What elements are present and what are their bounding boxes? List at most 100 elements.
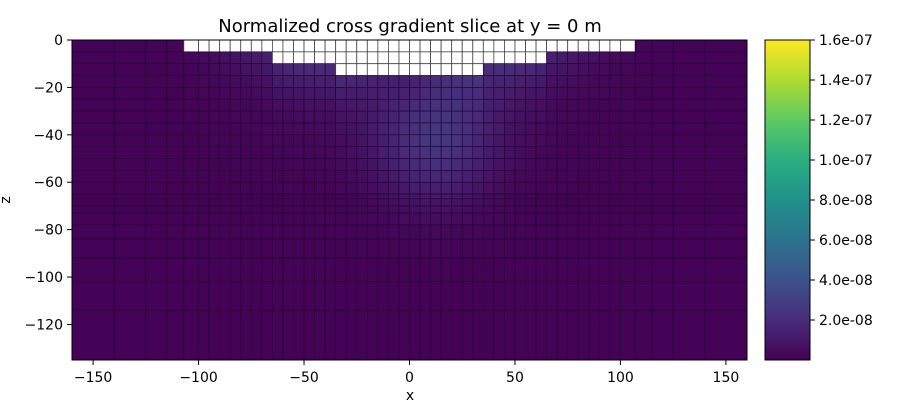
mesh-cell bbox=[113, 198, 147, 207]
mesh-cell bbox=[377, 212, 389, 226]
mesh-cell bbox=[219, 212, 231, 226]
mesh-cell bbox=[672, 198, 706, 207]
mesh-cell bbox=[609, 110, 621, 124]
mesh-cell bbox=[240, 309, 252, 360]
mesh-cell bbox=[672, 63, 706, 76]
mesh-cell bbox=[282, 193, 294, 200]
air-cell bbox=[366, 40, 379, 53]
mesh-cell bbox=[272, 238, 284, 259]
mesh-cell bbox=[504, 205, 516, 214]
mesh-cell bbox=[356, 98, 368, 112]
mesh-cell bbox=[208, 51, 220, 65]
mesh-cell bbox=[208, 98, 220, 112]
mesh-cell bbox=[282, 205, 294, 214]
mesh-cell bbox=[377, 193, 389, 200]
mesh-cell bbox=[620, 193, 636, 200]
mesh-cell bbox=[219, 110, 231, 124]
mesh-cell bbox=[472, 205, 484, 214]
mesh-cell bbox=[672, 75, 706, 88]
mesh-cell bbox=[166, 134, 185, 147]
mesh-cell bbox=[620, 110, 636, 124]
mesh-cell bbox=[314, 198, 326, 207]
mesh-cell bbox=[440, 122, 452, 136]
mesh-cell bbox=[588, 170, 600, 183]
mesh-cell bbox=[514, 212, 526, 226]
mesh-cell bbox=[303, 257, 315, 283]
mesh-cell bbox=[261, 146, 273, 159]
mesh-cell bbox=[261, 98, 273, 112]
mesh-cell bbox=[272, 181, 284, 195]
mesh-cell bbox=[461, 193, 474, 200]
mesh-cell bbox=[672, 87, 706, 100]
mesh-cell bbox=[483, 193, 495, 200]
mesh-cell bbox=[250, 281, 263, 311]
mesh-cell bbox=[419, 181, 431, 195]
mesh-cell bbox=[198, 257, 210, 283]
mesh-cell bbox=[634, 87, 653, 100]
mesh-cell bbox=[166, 75, 185, 88]
mesh-cell bbox=[504, 212, 516, 226]
mesh-cell bbox=[219, 238, 231, 259]
mesh-cell bbox=[483, 134, 495, 147]
mesh-cell bbox=[409, 87, 421, 100]
mesh-cell bbox=[72, 146, 115, 159]
mesh-cell bbox=[599, 281, 611, 311]
mesh-cell bbox=[577, 309, 590, 360]
mesh-cell bbox=[504, 63, 516, 76]
mesh-cell bbox=[314, 158, 326, 171]
mesh-cell bbox=[113, 257, 147, 283]
mesh-cell bbox=[229, 98, 242, 112]
mesh-cell bbox=[609, 87, 621, 100]
mesh-cell bbox=[113, 224, 147, 240]
mesh-cell bbox=[430, 257, 442, 283]
mesh-cell bbox=[250, 75, 263, 88]
air-cell bbox=[335, 63, 347, 76]
mesh-cell bbox=[535, 205, 547, 214]
mesh-cell bbox=[303, 98, 315, 112]
mesh-cell bbox=[546, 158, 558, 171]
colorbar-tick-label: 4.0e-08 bbox=[819, 273, 873, 289]
air-cell bbox=[440, 40, 453, 53]
mesh-cell bbox=[704, 205, 747, 214]
mesh-cell bbox=[377, 158, 389, 171]
mesh-cell bbox=[546, 75, 558, 88]
mesh-cell bbox=[250, 181, 263, 195]
mesh-cell bbox=[451, 198, 463, 207]
mesh-cell bbox=[282, 134, 294, 147]
mesh-cell bbox=[72, 40, 115, 53]
mesh-cell bbox=[183, 122, 199, 136]
mesh-cell bbox=[483, 75, 495, 88]
mesh-cell bbox=[599, 51, 611, 65]
mesh-cell bbox=[282, 75, 294, 88]
mesh-cell bbox=[704, 122, 747, 136]
mesh-cell bbox=[398, 110, 410, 124]
mesh-cell bbox=[546, 170, 558, 183]
mesh-cell bbox=[198, 98, 210, 112]
mesh-cell bbox=[620, 63, 636, 76]
mesh-cell bbox=[335, 238, 347, 259]
mesh-cell bbox=[525, 63, 537, 76]
mesh-cell bbox=[261, 257, 273, 283]
mesh-cell bbox=[535, 75, 547, 88]
mesh-cell bbox=[634, 98, 653, 112]
mesh-cell bbox=[535, 181, 547, 195]
mesh-cell bbox=[609, 170, 621, 183]
mesh-cell bbox=[272, 158, 284, 171]
mesh-cell bbox=[183, 98, 199, 112]
mesh-cell bbox=[183, 158, 199, 171]
mesh-cell bbox=[514, 122, 526, 136]
mesh-cell bbox=[303, 224, 315, 240]
mesh-cell bbox=[634, 146, 653, 159]
mesh-cell bbox=[314, 193, 326, 200]
mesh-cell bbox=[577, 158, 590, 171]
mesh-cell bbox=[419, 87, 431, 100]
mesh-cell bbox=[282, 238, 294, 259]
mesh-cell bbox=[514, 257, 526, 283]
mesh-cell bbox=[451, 193, 463, 200]
mesh-cell bbox=[166, 122, 185, 136]
mesh-cell bbox=[388, 205, 400, 214]
mesh-cell bbox=[293, 63, 305, 76]
mesh-cell bbox=[261, 198, 273, 207]
mesh-cell bbox=[634, 205, 653, 214]
mesh-cell bbox=[335, 257, 347, 283]
